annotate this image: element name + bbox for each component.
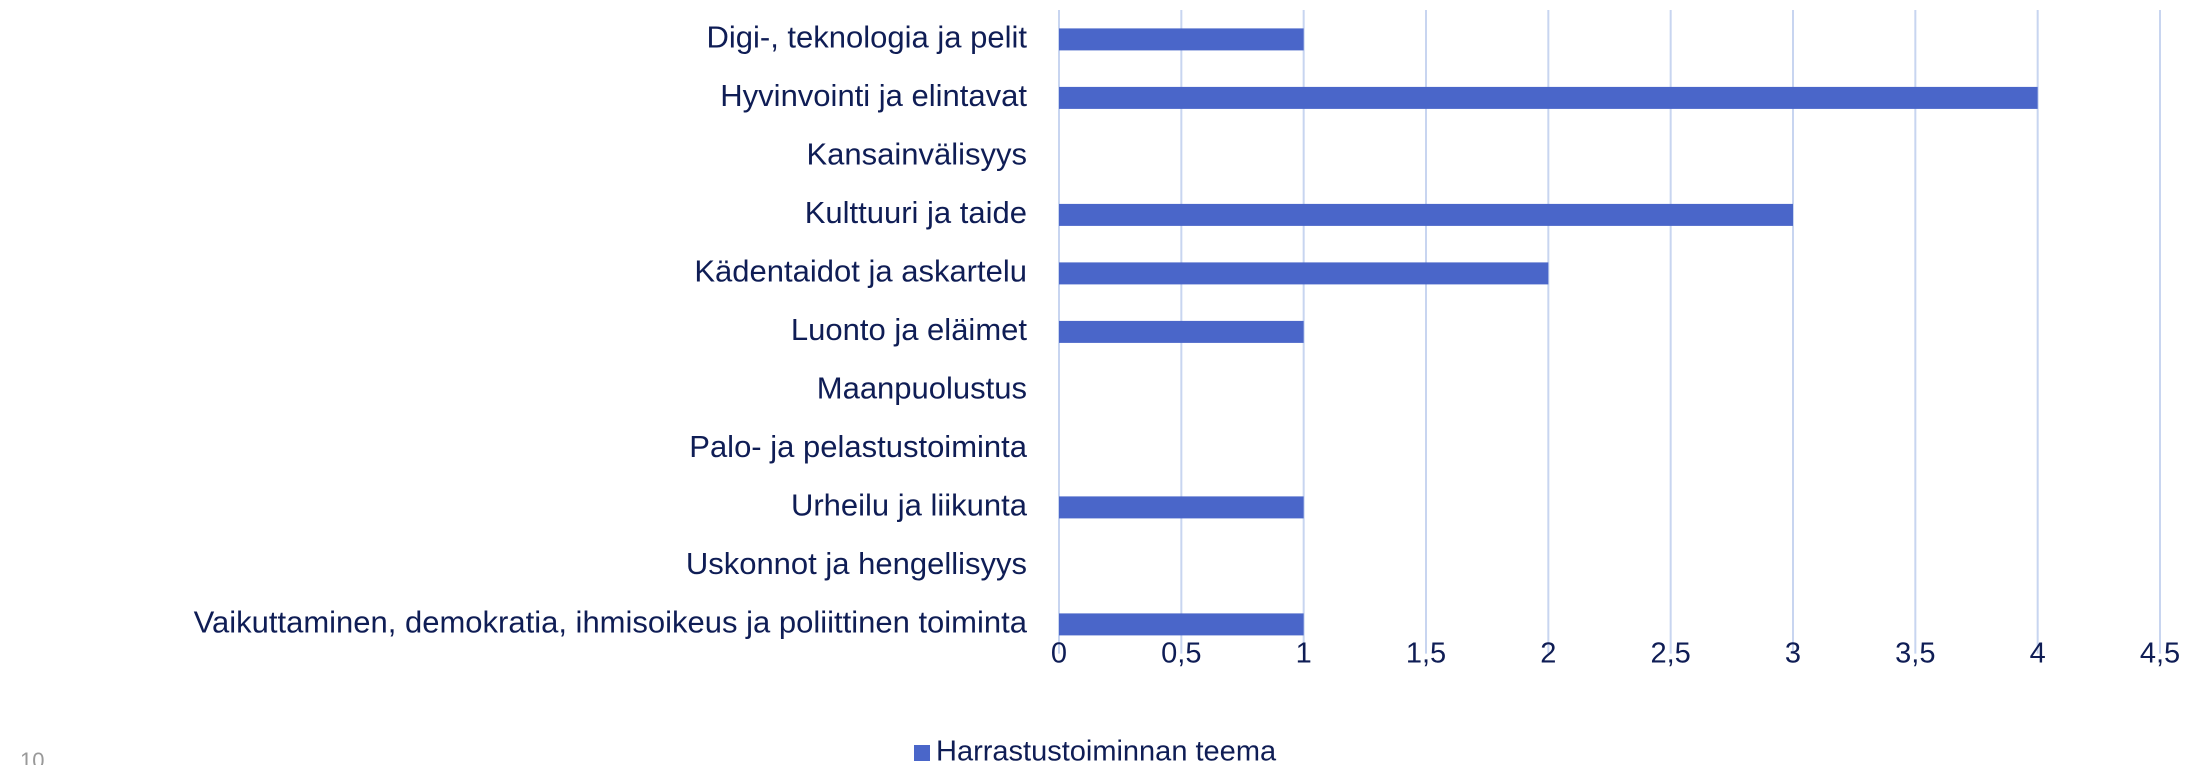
bar [1059, 86, 2038, 109]
x-tick-label: 3,5 [1895, 638, 1935, 670]
y-tick-label: Hyvinvointi ja elintavat [720, 78, 1027, 113]
legend-swatch [914, 745, 930, 761]
x-tick-label: 4 [2030, 638, 2046, 670]
x-tick-label: 0,5 [1161, 638, 1201, 670]
bar [1059, 203, 1793, 226]
y-tick-label: Digi-, teknologia ja pelit [706, 20, 1027, 55]
bar [1059, 320, 1304, 343]
bar [1059, 262, 1549, 285]
bar [1059, 496, 1304, 519]
bar [1059, 613, 1304, 636]
y-tick-label: Uskonnot ja hengellisyys [686, 546, 1027, 581]
x-tick-label: 2,5 [1651, 638, 1691, 670]
x-tick-label: 0 [1051, 638, 1067, 670]
x-tick-label: 1 [1296, 638, 1312, 670]
y-tick-label: Urheilu ja liikunta [791, 488, 1028, 523]
bar [1059, 28, 1304, 51]
y-tick-label: Kansainvälisyys [806, 137, 1027, 172]
x-tick-label: 1,5 [1406, 638, 1446, 670]
y-tick-label: Luonto ja eläimet [791, 312, 1027, 347]
page-number: 10 [20, 748, 44, 765]
x-tick-label: 4,5 [2140, 638, 2180, 670]
y-tick-label: Maanpuolustus [817, 371, 1027, 406]
y-tick-label: Palo- ja pelastustoiminta [689, 429, 1027, 464]
legend-label: Harrastustoiminnan teema [936, 736, 1277, 765]
y-tick-label: Vaikuttaminen, demokratia, ihmisoikeus j… [194, 605, 1028, 640]
x-tick-label: 2 [1540, 638, 1556, 670]
x-tick-label: 3 [1785, 638, 1801, 670]
y-tick-label: Kulttuuri ja taide [805, 195, 1027, 230]
y-tick-label: Kädentaidot ja askartelu [694, 254, 1027, 289]
